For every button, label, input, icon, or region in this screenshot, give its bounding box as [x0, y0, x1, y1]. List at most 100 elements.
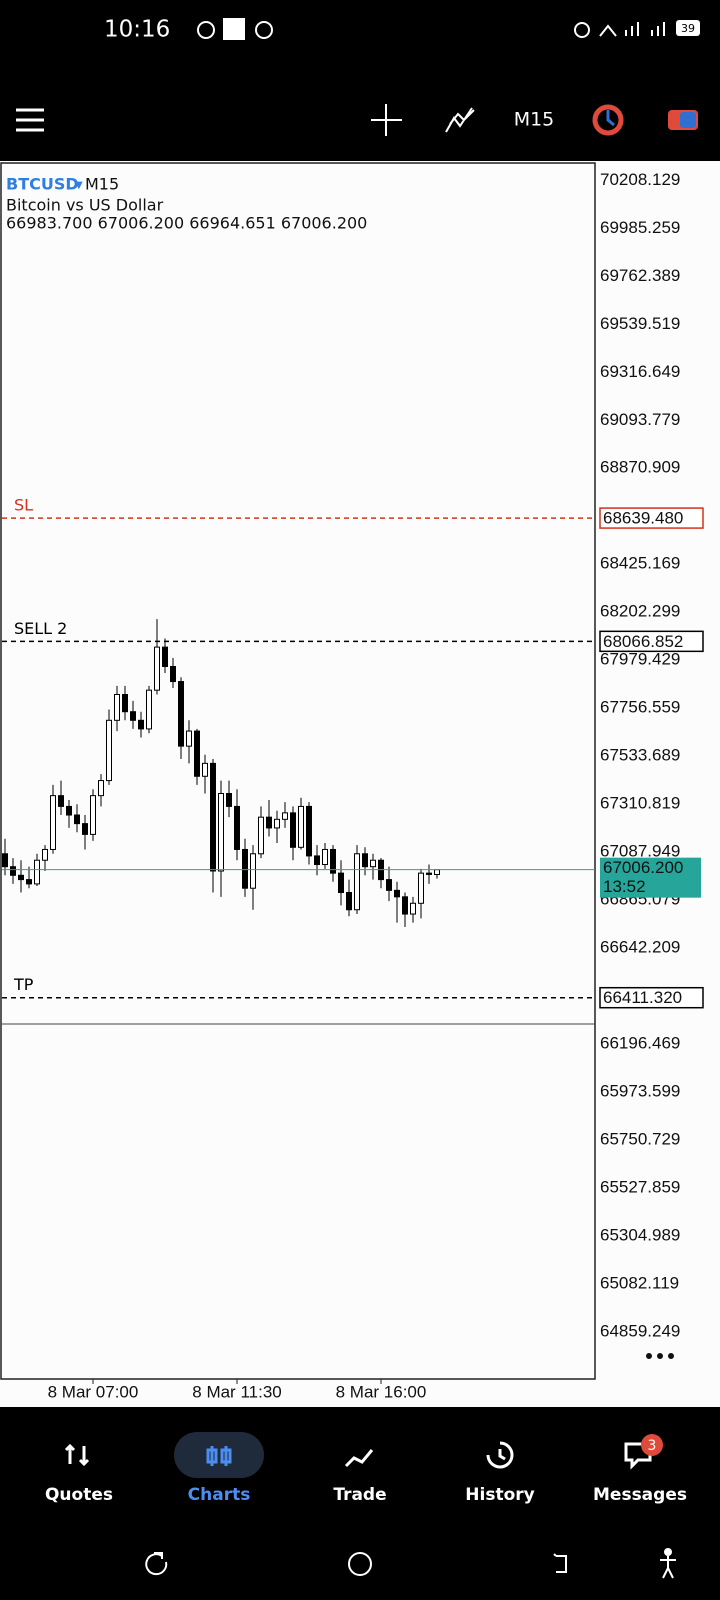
candle-body	[322, 848, 328, 866]
nav-label: Quotes	[45, 1485, 113, 1505]
candle-body	[282, 812, 288, 820]
candle-body	[82, 823, 88, 835]
ohlc: 66983.700 67006.200 66964.651 67006.200	[6, 214, 367, 233]
symbol[interactable]: BTCUSD	[6, 175, 79, 194]
candle-body	[170, 665, 176, 683]
objects-button[interactable]	[592, 104, 624, 136]
nav-item[interactable]: Trade	[333, 1449, 387, 1505]
candle-body	[290, 812, 296, 848]
candle-body	[410, 902, 416, 915]
candle-body	[146, 689, 152, 730]
candle-body	[154, 646, 160, 691]
nav-icon	[64, 1443, 90, 1467]
candle-body	[98, 780, 104, 797]
candle-body	[106, 719, 112, 782]
candle-body	[66, 805, 72, 816]
y-tick-label: 69539.519	[600, 314, 680, 333]
candle-body	[362, 853, 368, 868]
menu-button[interactable]	[16, 108, 44, 132]
candle-body	[306, 805, 312, 857]
battery	[676, 20, 700, 36]
y-tick-label: 64859.249	[600, 1321, 680, 1340]
candle-body	[194, 730, 200, 777]
x-tick-label: 8 Mar 11:30	[192, 1382, 281, 1401]
level-price: 68639.480	[603, 509, 683, 528]
nav-icon	[206, 1446, 232, 1466]
y-tick-label: 66642.209	[600, 937, 680, 956]
x-tick-label: 8 Mar 16:00	[336, 1382, 427, 1401]
candle-body	[250, 853, 256, 889]
candle-body	[90, 795, 96, 835]
crosshair-button[interactable]	[371, 104, 402, 136]
candle-body	[330, 848, 336, 874]
badge	[641, 1434, 663, 1456]
candle-body	[18, 874, 24, 881]
y-tick-label: 67756.559	[600, 698, 680, 717]
candle-body	[314, 855, 320, 866]
trade-button[interactable]	[668, 110, 698, 130]
y-tick-label: 67533.689	[600, 746, 680, 765]
bid-price-box	[600, 857, 701, 898]
timeframe-button[interactable]: M15	[514, 109, 555, 131]
plot-frame	[0, 162, 596, 1380]
y-tick-label: 65082.119	[600, 1273, 679, 1292]
candle-body	[122, 693, 128, 713]
battery-level: 39	[681, 22, 695, 35]
candle-body	[138, 719, 144, 730]
badge-count: 3	[648, 1438, 657, 1454]
y-tick-label: 65973.599	[600, 1081, 680, 1100]
level-price: 66411.320	[603, 988, 682, 1007]
candle-body	[370, 859, 376, 868]
nav-item[interactable]: Charts	[174, 1432, 264, 1505]
indicators-button[interactable]	[445, 107, 475, 133]
y-tick-label: 69093.779	[600, 410, 680, 429]
candle-body	[26, 879, 32, 885]
candle-body	[394, 889, 400, 898]
system-nav	[145, 1548, 676, 1579]
candle-body	[186, 730, 192, 747]
candle-body	[234, 805, 240, 850]
candle-body	[202, 762, 208, 777]
more-button[interactable]	[646, 1353, 674, 1359]
y-tick-label: 65750.729	[600, 1129, 680, 1148]
y-tick-label: 67979.429	[600, 650, 680, 669]
bid-price: 67006.200	[603, 858, 683, 877]
nav-icon	[486, 1441, 514, 1469]
bar-timer: 13:52	[603, 877, 646, 896]
nav-label: History	[465, 1485, 534, 1505]
y-tick-label: 69316.649	[600, 362, 680, 381]
y-tick-label: 67087.949	[600, 842, 680, 861]
symbol-dropdown[interactable]: ▼	[75, 180, 83, 191]
candle-body	[178, 681, 184, 747]
y-tick-label: 68870.909	[600, 458, 680, 477]
nav-label: Charts	[188, 1485, 251, 1505]
y-tick-label: 68425.169	[600, 554, 680, 573]
candle-body	[162, 646, 168, 667]
x-tick-label: 8 Mar 07:00	[48, 1382, 139, 1401]
candle-body	[386, 879, 392, 891]
nav-item[interactable]: Quotes	[45, 1443, 113, 1505]
level-label: SELL 2	[14, 619, 67, 638]
candle-body	[402, 896, 408, 915]
level-label: SL	[14, 496, 33, 515]
nav-active-pill	[174, 1432, 264, 1478]
candle-body	[42, 848, 48, 861]
y-tick-label: 67310.819	[600, 794, 680, 813]
candle-body	[58, 795, 64, 807]
candle-body	[2, 853, 8, 868]
nav-label: Messages	[593, 1485, 687, 1505]
y-tick-label: 65527.859	[600, 1177, 680, 1196]
chart-timeframe: M15	[85, 175, 119, 194]
nav-label: Trade	[333, 1485, 386, 1505]
symbol-description: Bitcoin vs US Dollar	[6, 196, 164, 215]
status-time: 10:16	[104, 17, 170, 43]
candle-body	[114, 693, 120, 721]
y-tick-label: 69762.389	[600, 266, 680, 285]
candle-body	[426, 872, 432, 875]
candle-body	[50, 795, 56, 850]
bottom-nav: Quotes Charts Trade History Messages 3	[45, 1432, 687, 1505]
nav-item[interactable]: History	[465, 1441, 535, 1505]
y-tick-label: 65304.989	[600, 1225, 680, 1244]
candle-body	[210, 762, 216, 872]
